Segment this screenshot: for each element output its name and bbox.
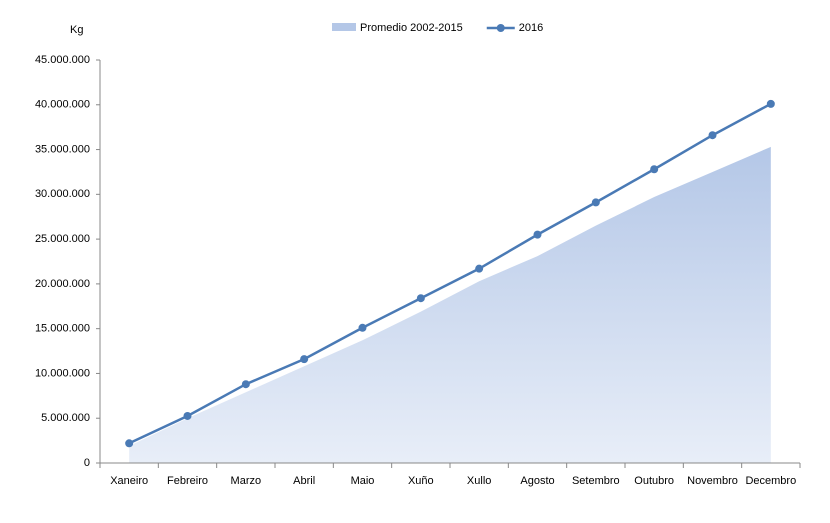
y-tick-label: 5.000.000 [41, 412, 90, 424]
x-tick-label: Decembro [745, 475, 796, 487]
legend-label: Promedio 2002-2015 [360, 22, 463, 34]
x-tick-label: Agosto [520, 475, 554, 487]
x-tick-label: Novembro [687, 475, 738, 487]
legend-marker [496, 24, 505, 32]
legend-label: 2016 [519, 22, 543, 34]
y-tick-label: 45.000.000 [35, 54, 90, 66]
y-tick-label: 30.000.000 [35, 188, 90, 200]
x-tick-label: Xuño [408, 475, 434, 487]
marker [766, 99, 775, 108]
x-tick-label: Maio [351, 475, 375, 487]
marker [650, 165, 659, 174]
x-tick-label: Febreiro [167, 475, 208, 487]
marker [358, 323, 367, 332]
x-tick-label: Setembro [572, 475, 620, 487]
x-tick-label: Outubro [634, 475, 674, 487]
y-tick-label: 10.000.000 [35, 367, 90, 379]
marker [708, 131, 717, 140]
legend-swatch [332, 23, 356, 31]
x-tick-label: Xullo [467, 475, 491, 487]
x-tick-label: Xaneiro [110, 475, 148, 487]
marker [125, 439, 134, 448]
marker [300, 355, 309, 364]
y-unit: Kg [70, 24, 83, 36]
line [128, 102, 772, 445]
x-tick-label: Abril [293, 475, 315, 487]
y-tick-label: 20.000.000 [35, 278, 90, 290]
marker [241, 380, 250, 389]
y-tick-label: 35.000.000 [35, 143, 90, 155]
y-tick-label: 40.000.000 [35, 99, 90, 111]
y-tick-label: 15.000.000 [35, 323, 90, 335]
area [129, 146, 771, 463]
marker [416, 294, 425, 303]
y-tick-label: 0 [84, 457, 90, 469]
marker [183, 411, 192, 420]
marker [533, 230, 542, 239]
x-tick-label: Marzo [231, 475, 262, 487]
marker [591, 198, 600, 207]
marker [475, 264, 484, 273]
y-tick-label: 25.000.000 [35, 233, 90, 245]
